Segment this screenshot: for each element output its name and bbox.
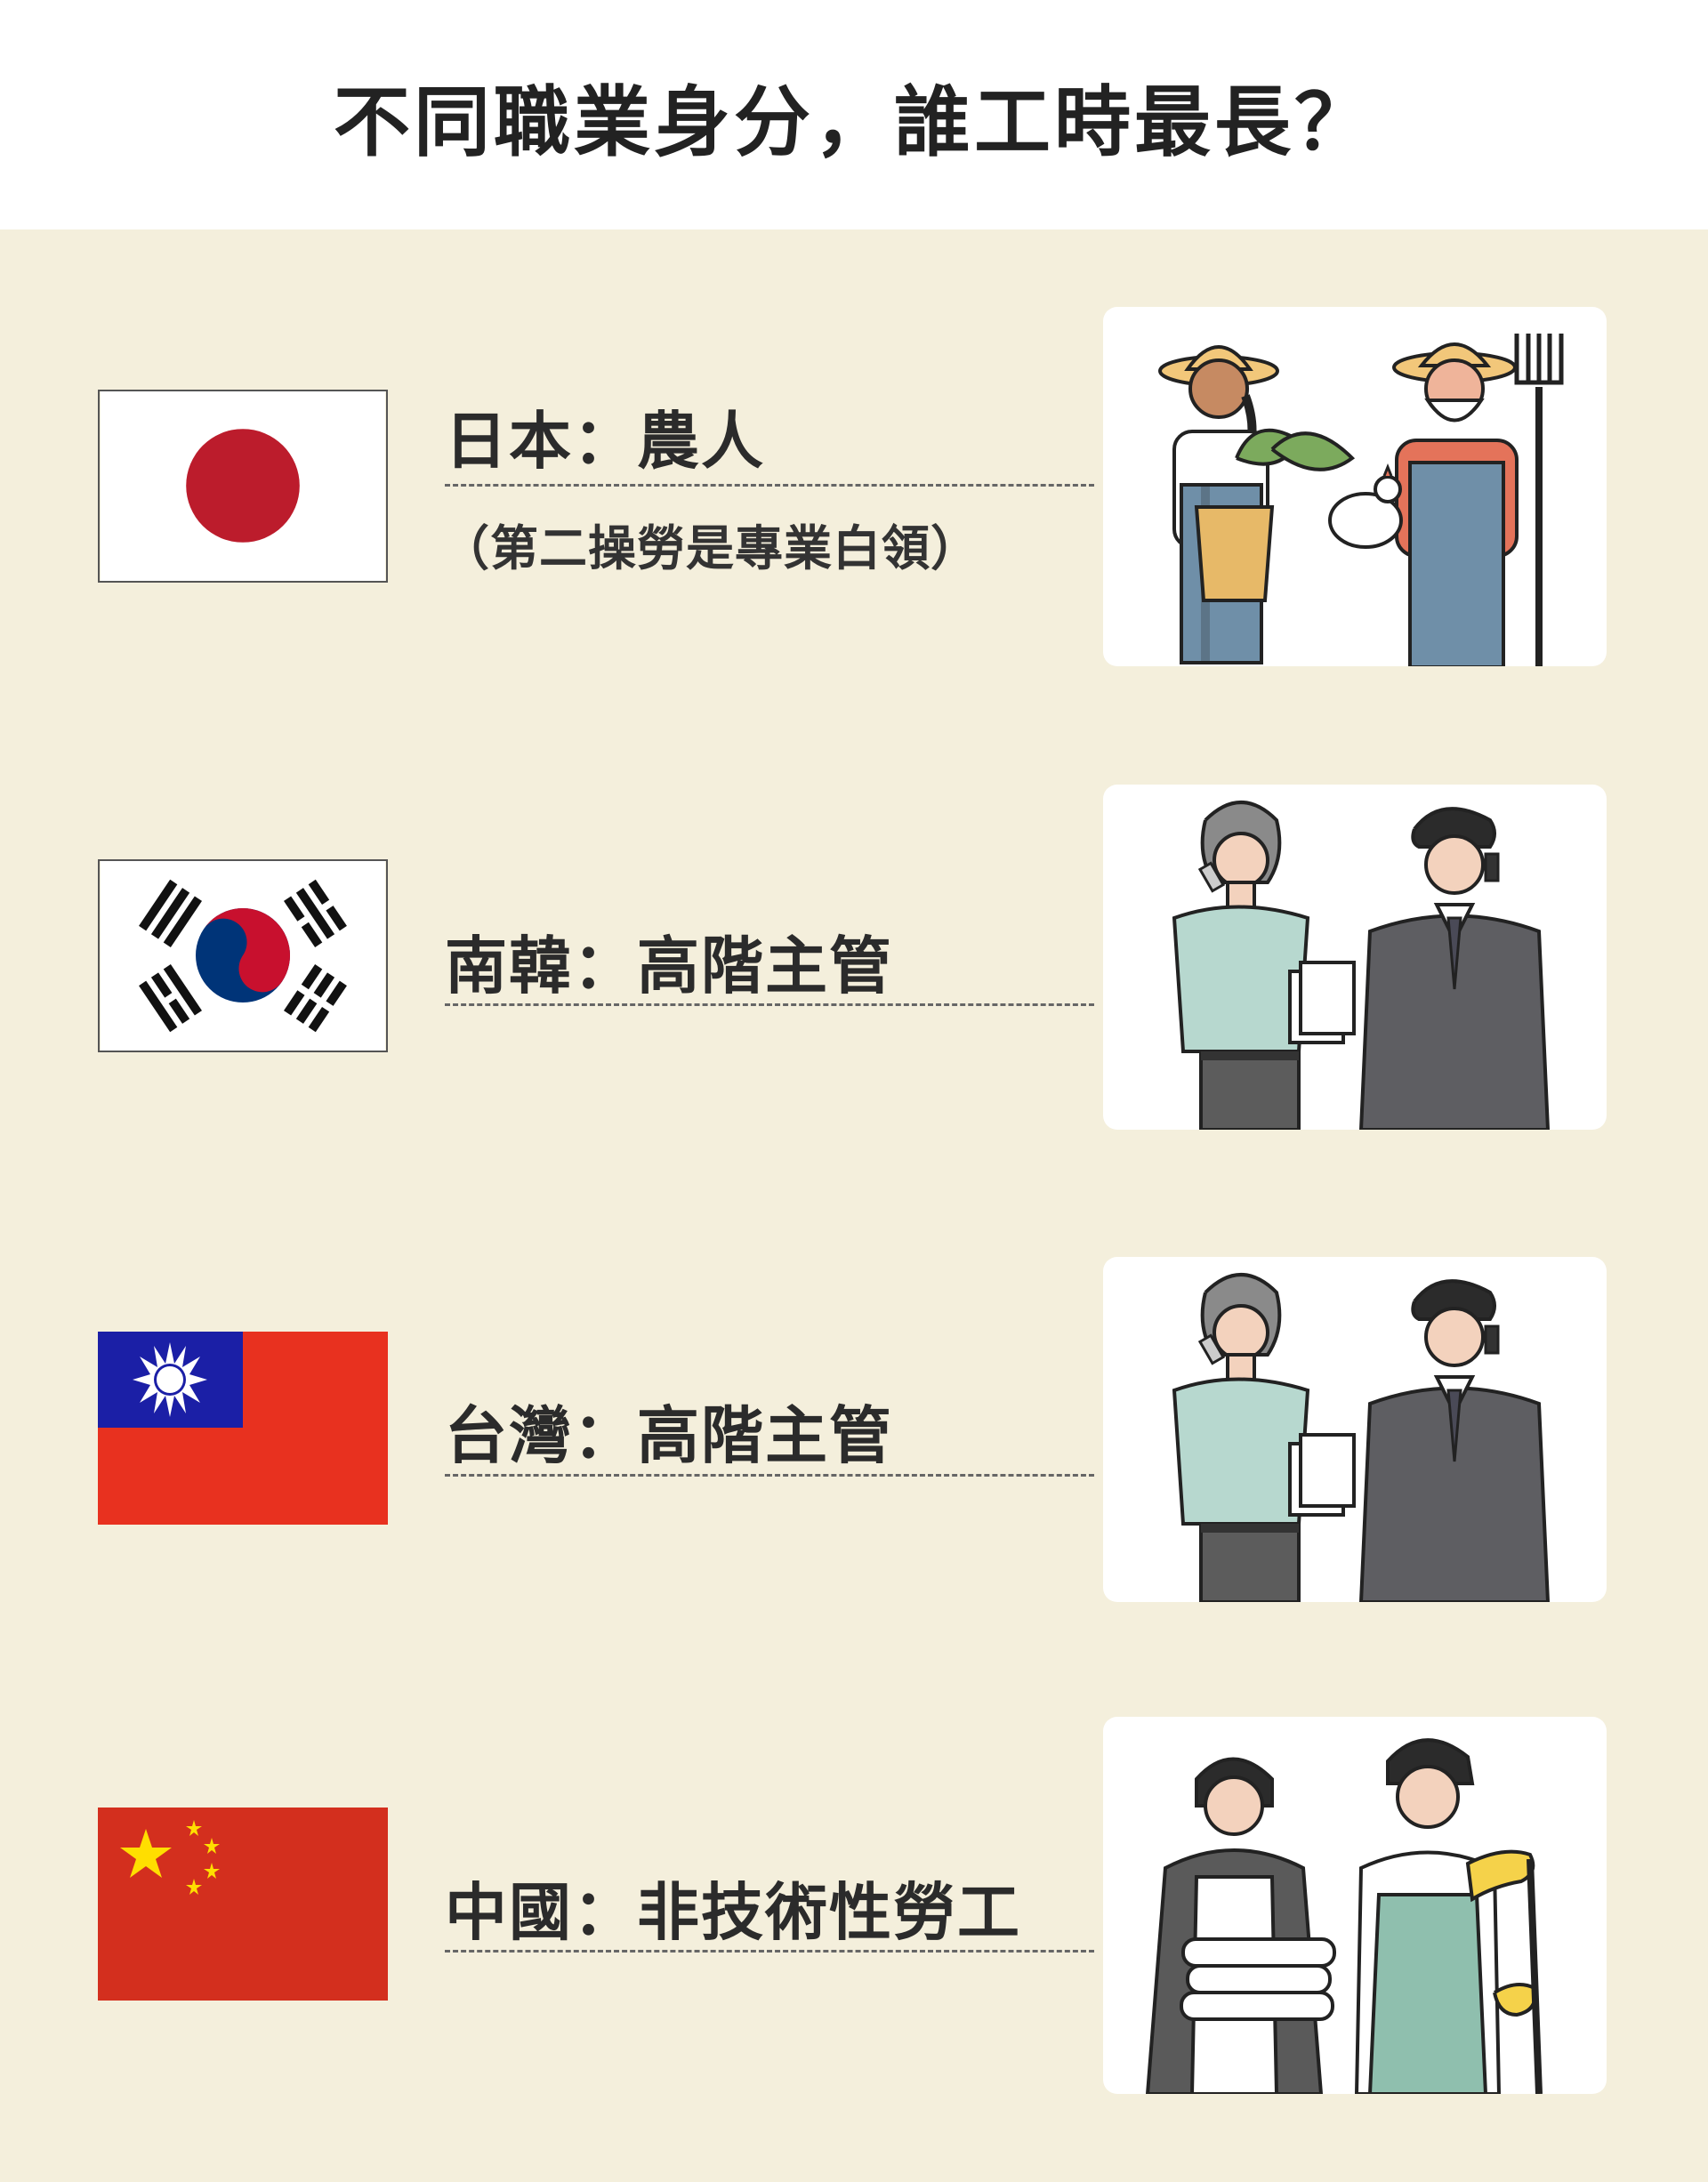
south-korea-flag (98, 859, 388, 1052)
row-label-taiwan: 台灣：高階主管 (445, 1399, 893, 1472)
unskilled-workers-illustration (1103, 1717, 1607, 2094)
row-label-japan: 日本：農人 (445, 405, 765, 478)
china-flag (98, 1808, 388, 2001)
divider (445, 1950, 1094, 1953)
executives-illustration-graphic (1172, 801, 1551, 1130)
south-korea-flag-graphic (101, 861, 385, 1051)
taiwan-flag-graphic (98, 1332, 388, 1525)
china-flag-graphic (98, 1808, 388, 2001)
executives-illustration (1103, 785, 1607, 1130)
executives-illustration (1103, 1257, 1607, 1602)
farmers-illustration (1103, 307, 1607, 666)
farmers-illustration-graphic (1158, 334, 1564, 666)
taiwan-flag (98, 1332, 388, 1525)
row-label-south-korea: 南韓：高階主管 (445, 930, 893, 1002)
divider (445, 484, 1094, 487)
executives-illustration-graphic (1172, 1273, 1551, 1602)
divider (445, 1003, 1094, 1006)
unskilled-workers-illustration-graphic (1145, 1738, 1543, 2094)
page-title: 不同職業身分，誰工時最長？ (334, 77, 1374, 167)
row-label-china: 中國：非技術性勞工 (445, 1876, 1021, 1949)
japan-flag-graphic (101, 391, 385, 581)
header: 不同職業身分，誰工時最長？ (0, 0, 1708, 229)
divider (445, 1474, 1094, 1477)
japan-flag (98, 390, 388, 583)
row-note-japan: （第二操勞是專業白領） (441, 520, 979, 576)
